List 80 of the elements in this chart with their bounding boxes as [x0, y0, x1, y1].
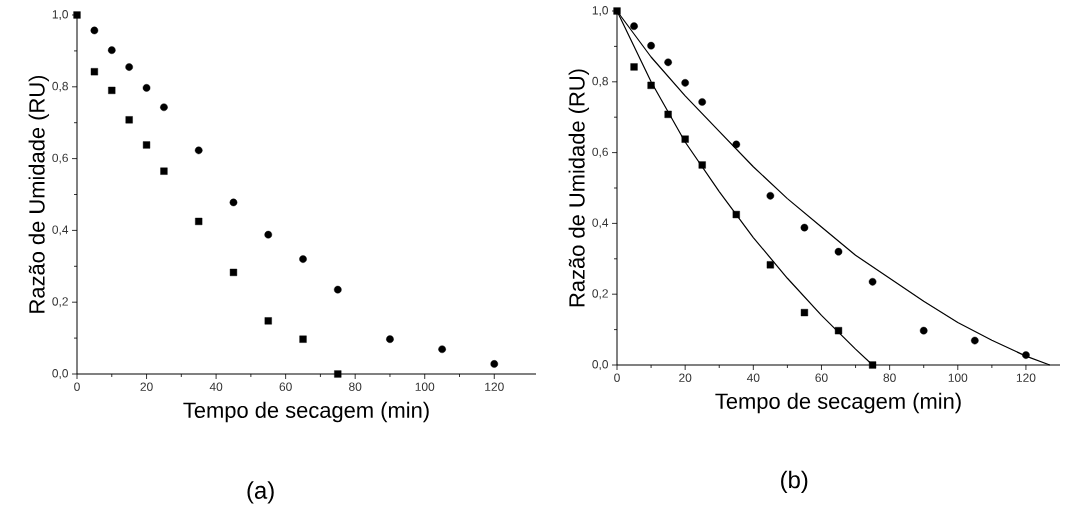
y-tick-label: 0,8: [52, 81, 68, 92]
point: [681, 135, 689, 143]
y-tick-label: 0,8: [592, 76, 608, 87]
text: (a): [247, 481, 274, 504]
point: [490, 360, 499, 368]
point: [681, 79, 689, 87]
x-tick-label: 60: [279, 382, 292, 391]
point: [125, 116, 133, 124]
point: [800, 223, 809, 232]
point: [664, 58, 672, 67]
point: [264, 317, 272, 325]
point: [334, 285, 342, 294]
x-tick-label: 120: [1016, 373, 1036, 382]
point: [299, 255, 307, 263]
point: [108, 86, 116, 94]
point: [142, 84, 151, 92]
y-tick-label: 0,2: [592, 289, 608, 300]
point: [90, 68, 98, 76]
x-tick-label: 60: [815, 373, 828, 382]
x-tick-label: 0: [614, 373, 620, 382]
point: [630, 22, 638, 31]
x-tick-label: 100: [948, 373, 968, 382]
y-tick-label: 0,4: [52, 225, 69, 236]
point: [229, 268, 238, 276]
y-tick-label: 1,0: [592, 6, 609, 16]
point: [834, 327, 843, 335]
point: [613, 7, 621, 15]
y-tick-label: 0,2: [52, 297, 68, 308]
x-tick-label: 80: [349, 382, 362, 391]
point: [919, 326, 928, 335]
y-tick-label: 1,0: [52, 10, 69, 20]
x-tick-label: 20: [679, 373, 692, 382]
point: [90, 26, 99, 35]
point: [732, 210, 740, 219]
x-tick-label: 0: [74, 382, 80, 391]
point: [868, 278, 877, 286]
x-tick-label: 80: [883, 373, 896, 382]
point: [334, 370, 342, 378]
point: [971, 336, 979, 345]
point: [698, 98, 706, 106]
y-tick-label: 0,6: [592, 147, 608, 158]
point: [732, 140, 741, 149]
point: [766, 261, 774, 269]
point: [264, 230, 273, 239]
point: [766, 191, 775, 200]
point: [160, 103, 168, 112]
point: [630, 63, 638, 71]
point: [834, 247, 843, 256]
y-axis-title: Razão de Umidade (RU): [28, 75, 50, 313]
point: [386, 335, 394, 343]
x-tick-label: 20: [140, 382, 153, 391]
point: [698, 161, 706, 169]
point: [73, 11, 81, 19]
y-tick-label: 0,0: [52, 369, 69, 379]
point: [800, 309, 809, 317]
point: [1022, 351, 1030, 359]
point: [647, 41, 655, 50]
point: [195, 217, 203, 226]
x-axis-title: Tempo de secagem (min): [715, 392, 961, 414]
x-tick-label: 40: [746, 373, 760, 382]
point: [107, 46, 116, 54]
x-axis-title: Tempo de secagem (min): [183, 401, 429, 423]
x-tick-label: 120: [485, 382, 504, 391]
point: [647, 81, 655, 89]
point: [868, 361, 877, 369]
y-tick-label: 0,6: [52, 153, 68, 164]
point: [125, 63, 133, 71]
text: (b): [781, 470, 808, 493]
y-axis-title: Razão de Umidade (RU): [568, 69, 590, 307]
x-tick-label: 40: [209, 382, 223, 391]
point: [299, 335, 307, 343]
point: [194, 146, 203, 155]
point: [229, 198, 238, 207]
y-tick-label: 0,0: [592, 360, 609, 370]
point: [160, 167, 168, 175]
y-tick-label: 0,4: [592, 218, 609, 229]
point: [664, 110, 672, 118]
point: [438, 345, 446, 354]
point: [142, 141, 151, 149]
x-tick-label: 100: [415, 382, 435, 391]
